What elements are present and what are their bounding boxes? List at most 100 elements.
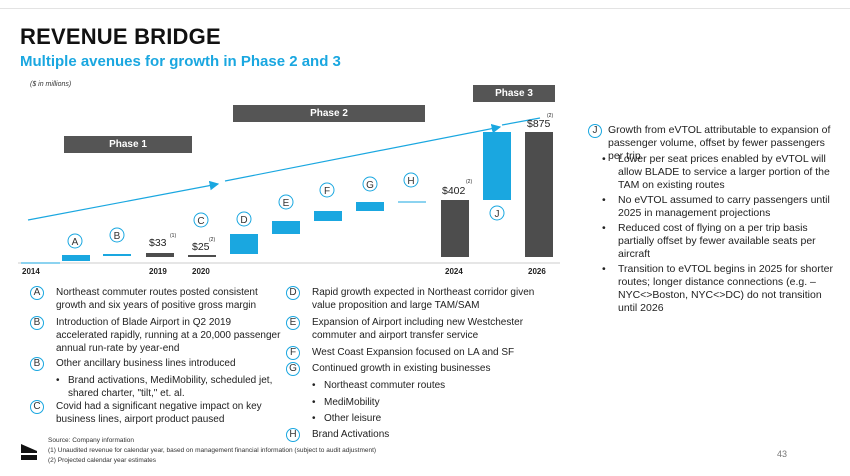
note-b1: B Introduction of Blade Airport in Q2 20… [30,316,285,355]
note-e-text: Expansion of Airport including new Westc… [312,317,524,341]
waterfall-chart: A B C D E F G H J $33 (1) $25 (2) $402 (… [18,113,560,276]
note-g-sub-text: Other leisure [324,413,382,424]
step-letter-g-circle [362,176,378,192]
top-rule [0,0,850,9]
step-letter-f: F [324,186,330,197]
value-label-2026: $875 [527,118,551,130]
phase-2-label: Phase 2 [233,105,425,122]
step-letter-f-circle [319,182,335,198]
note-b1-text: Introduction of Blade Airport in Q2 2019… [56,317,281,354]
note-j-bullet: • Transition to eVTOL begins in 2025 for… [588,263,836,315]
footnote-2026: (2) [547,113,553,119]
bar-total-2020 [188,255,216,257]
bar-step-b [103,254,131,256]
note-letter-a: A [30,286,44,300]
page-number: 43 [777,449,788,459]
step-letter-h: H [407,176,414,187]
bar-step-a [62,255,90,261]
right-notes: J Growth from eVTOL attributable to expa… [588,124,836,324]
note-letter-b: B [30,316,44,330]
footnote-2024: (2) [466,179,472,185]
step-letter-d: D [240,215,247,226]
footer-sources: Source: Company information (1) Unaudite… [48,436,376,466]
bar-step-d [230,234,258,254]
note-h-text: Brand Activations [312,429,390,440]
note-letter-d: D [286,286,300,300]
note-f-text: West Coast Expansion focused on LA and S… [312,347,515,358]
bullet-dot: • [312,380,316,391]
step-letter-a-circle [67,233,83,249]
footnote-2019: (1) [170,233,176,239]
note-b2-text: Other ancillary business lines introduce… [56,358,236,369]
page-subtitle: Multiple avenues for growth in Phase 2 a… [20,53,341,70]
x-tick-label: 2020 [192,267,210,276]
bullet-dot: • [312,413,316,424]
note-j: J Growth from eVTOL attributable to expa… [588,124,836,163]
step-letter-e: E [283,198,290,209]
x-tick-label: 2019 [149,267,167,276]
value-label-2020: $25 [192,241,210,253]
growth-arrow-2 [224,123,502,182]
footnote-2: (2) Projected calendar year estimates [48,457,157,464]
note-j-bullet-text: Reduced cost of flying on a per trip bas… [618,222,816,260]
note-d-text: Rapid growth expected in Northeast corri… [312,287,535,311]
bullet-dot: • [602,153,606,165]
note-letter-g: G [286,362,300,376]
middle-notes: D Rapid growth expected in Northeast cor… [286,286,548,442]
note-c-text: Covid had a significant negative impact … [56,401,262,425]
bullet-dot: • [312,397,316,408]
note-j-bullet-text: Lower per seat prices enabled by eVTOL w… [618,153,830,191]
phase-1-label: Phase 1 [64,136,192,153]
bullet-dot: • [602,263,606,275]
note-d: D Rapid growth expected in Northeast cor… [286,286,548,312]
bullet-dot: • [56,375,60,386]
step-letter-j: J [495,209,500,220]
x-tick-label: 2026 [528,267,546,276]
step-letter-g: G [366,180,374,191]
step-letter-j-circle [489,205,505,221]
note-j-bullet-text: Transition to eVTOL begins in 2025 for s… [618,263,833,314]
bar-step-f [314,211,342,221]
step-letter-b: B [114,231,121,242]
bar-total-2024 [441,200,469,257]
note-j-bullet: • Reduced cost of flying on a per trip b… [588,222,836,261]
note-letter-h: H [286,428,300,442]
page-title: REVENUE BRIDGE [20,24,221,49]
note-letter-e: E [286,316,300,330]
bar-step-g [356,202,384,211]
bullet-dot: • [602,194,606,206]
bar-total-2019 [146,253,174,257]
note-g-bullet: • Other leisure [286,412,381,425]
bar-total-2026 [525,132,553,257]
note-b2-bullet: • Brand activations, MediMobility, sched… [30,374,285,400]
step-letter-e-circle [278,194,294,210]
x-tick-label: 2024 [445,267,463,276]
note-e: E Expansion of Airport including new Wes… [286,316,548,342]
note-g-sub-text: MediMobility [324,397,380,408]
note-j-bullet: • No eVTOL assumed to carry passengers u… [588,194,836,220]
note-a-text: Northeast commuter routes posted consist… [56,287,258,311]
note-g: G Continued growth in existing businesse… [286,362,491,376]
note-g-text: Continued growth in existing businesses [312,363,491,374]
step-letter-a: A [72,237,79,248]
bar-step-j [483,132,511,200]
blade-logo-icon [21,444,37,460]
note-letter-j: J [588,124,602,138]
step-letter-c-circle [193,212,209,228]
value-label-2019: $33 [149,237,167,249]
note-b2-sub-text: Brand activations, MediMobility, schedul… [68,375,273,399]
footnote-1: (1) Unaudited revenue for calendar year,… [48,447,377,454]
note-letter-c: C [30,400,44,414]
step-letter-h-circle [403,172,419,188]
step-letter-c: C [197,216,204,227]
note-j-text: Growth from eVTOL attributable to expans… [608,124,831,162]
x-tick-label: 2014 [22,267,40,276]
step-letter-d-circle [236,211,252,227]
units-note: ($ in millions) [30,81,72,88]
note-j-bullet-text: No eVTOL assumed to carry passengers unt… [618,194,830,219]
note-g-bullet: • Northeast commuter routes [286,379,445,392]
bar-step-e [272,221,300,234]
note-g-sub-text: Northeast commuter routes [324,380,446,391]
step-letter-b-circle [109,227,125,243]
note-letter-f: F [286,346,300,360]
